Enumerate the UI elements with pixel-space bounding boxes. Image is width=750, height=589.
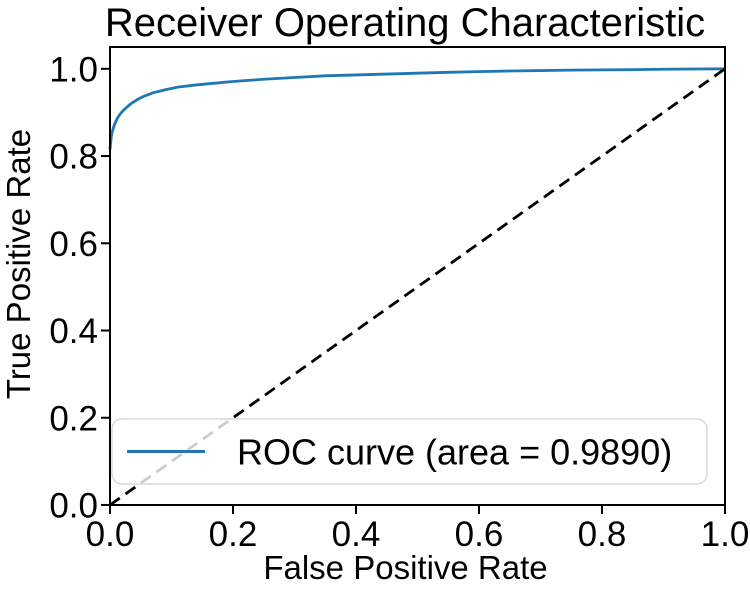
x-tick-label: 1.0 bbox=[701, 515, 750, 554]
y-tick-label: 1.0 bbox=[49, 50, 98, 89]
x-tick-label: 0.2 bbox=[209, 515, 258, 554]
x-tick-label: 0.4 bbox=[332, 515, 381, 554]
x-axis-label: False Positive Rate bbox=[263, 549, 548, 586]
legend-box bbox=[111, 418, 708, 485]
chart-title: Receiver Operating Characteristic bbox=[104, 1, 706, 45]
y-axis-label: True Positive Rate bbox=[0, 128, 37, 400]
x-tick-label: 0.0 bbox=[86, 515, 135, 554]
x-tick-label: 0.6 bbox=[455, 515, 504, 554]
y-tick-label: 0.6 bbox=[49, 225, 98, 264]
legend-label: ROC curve (area = 0.9890) bbox=[237, 432, 672, 473]
y-tick-label: 0.8 bbox=[49, 138, 98, 177]
y-tick-label: 0.4 bbox=[49, 312, 98, 351]
plot-border bbox=[109, 46, 726, 506]
y-tick-label: 0.2 bbox=[49, 399, 98, 438]
y-tick-label: 0.0 bbox=[49, 487, 98, 526]
roc-curve-line bbox=[108, 67, 726, 150]
x-tick-label: 0.8 bbox=[578, 515, 627, 554]
